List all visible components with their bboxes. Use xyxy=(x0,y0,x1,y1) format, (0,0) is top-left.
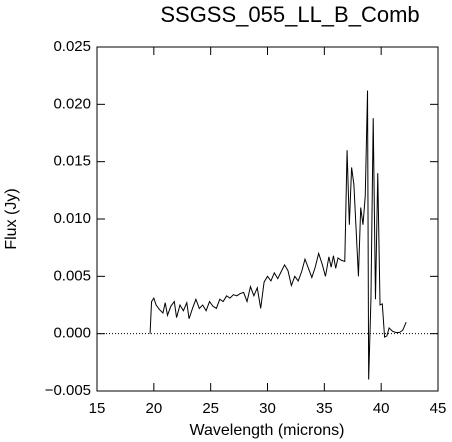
y-tick-label: 0.005 xyxy=(53,267,91,284)
y-tick-label: 0.010 xyxy=(53,210,91,227)
y-axis-label: Flux (Jy) xyxy=(3,188,20,249)
y-tick-label: 0.025 xyxy=(53,38,91,55)
x-tick-label: 45 xyxy=(430,400,447,417)
y-tick-label: 0.000 xyxy=(53,325,91,342)
y-tick-label: −0.005 xyxy=(45,382,91,399)
x-tick-label: 20 xyxy=(145,400,162,417)
chart-title: SSGSS_055_LL_B_Comb xyxy=(160,2,419,27)
x-tick-label: 35 xyxy=(316,400,333,417)
x-axis-label: Wavelength (microns) xyxy=(189,422,344,439)
y-tick-label: 0.020 xyxy=(53,95,91,112)
x-tick-label: 30 xyxy=(259,400,276,417)
x-tick-label: 15 xyxy=(89,400,106,417)
x-tick-label: 25 xyxy=(202,400,219,417)
plot-frame xyxy=(96,46,439,392)
y-tick-label: 0.015 xyxy=(53,153,91,170)
data-line xyxy=(149,90,407,380)
x-tick-label: 40 xyxy=(373,400,390,417)
